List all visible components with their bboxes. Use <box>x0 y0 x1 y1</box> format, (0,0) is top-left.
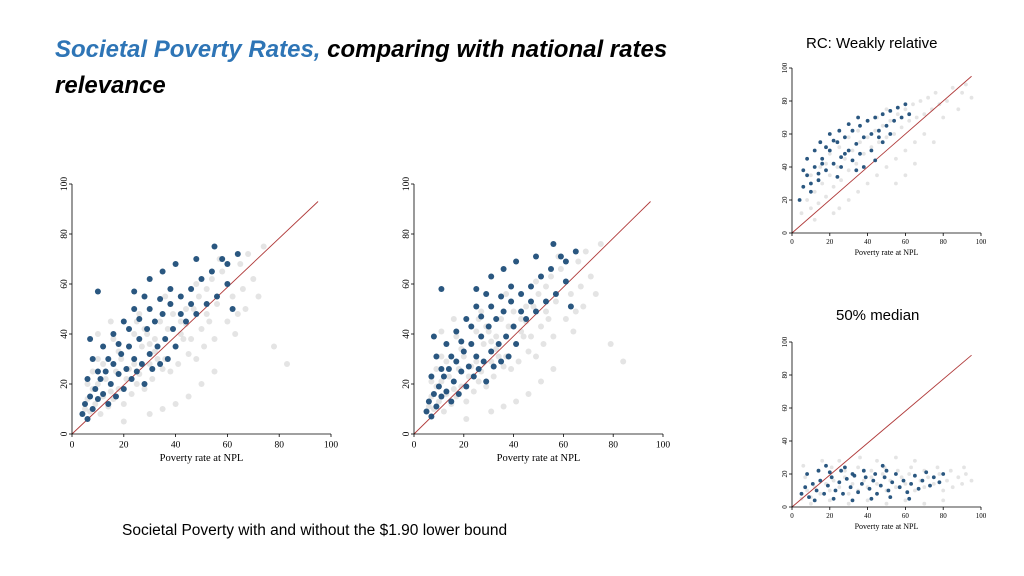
svg-text:60: 60 <box>559 441 569 451</box>
svg-text:100: 100 <box>324 441 339 451</box>
svg-text:80: 80 <box>60 229 70 239</box>
svg-text:80: 80 <box>274 441 284 451</box>
svg-text:100: 100 <box>781 62 789 73</box>
svg-text:80: 80 <box>402 229 412 239</box>
svg-text:20: 20 <box>826 238 834 246</box>
svg-text:40: 40 <box>171 441 181 451</box>
svg-text:40: 40 <box>509 441 519 451</box>
svg-text:40: 40 <box>60 329 70 339</box>
svg-text:60: 60 <box>223 441 233 451</box>
svg-text:80: 80 <box>940 238 948 246</box>
svg-text:20: 20 <box>781 470 789 478</box>
scatter-societal-without-lower-bound: 0 20 40 60 80 100 0 20 40 60 80 100 Poverty rate at … <box>382 172 677 472</box>
svg-text:60: 60 <box>902 238 910 246</box>
svg-text:0: 0 <box>70 441 75 451</box>
svg-text:Poverty rate at NPL: Poverty rate at NPL <box>855 522 919 531</box>
svg-text:40: 40 <box>781 163 789 171</box>
svg-text:40: 40 <box>402 329 412 339</box>
svg-text:20: 20 <box>402 379 412 389</box>
svg-text:40: 40 <box>781 437 789 445</box>
svg-text:20: 20 <box>781 196 789 204</box>
svg-text:20: 20 <box>826 512 834 520</box>
svg-text:60: 60 <box>781 404 789 412</box>
svg-text:40: 40 <box>864 238 872 246</box>
svg-text:0: 0 <box>790 238 794 246</box>
svg-text:60: 60 <box>402 279 412 289</box>
chart-title-rc-weakly-relative: RC: Weakly relative <box>806 35 938 52</box>
svg-text:80: 80 <box>781 371 789 379</box>
chart-title-50-median: 50% median <box>836 307 920 324</box>
svg-text:0: 0 <box>781 505 789 509</box>
svg-text:20: 20 <box>459 441 469 451</box>
slide-title-accent: Societal Poverty Rates, <box>55 36 321 64</box>
slide-title-rest: comparing with national rates relevance <box>55 36 668 100</box>
svg-text:80: 80 <box>781 97 789 105</box>
svg-text:0: 0 <box>402 431 412 436</box>
slide-title: Societal Poverty Rates, comparing with n… <box>55 32 745 104</box>
svg-text:Poverty rate at NPL: Poverty rate at NPL <box>855 248 919 257</box>
scatter-rc-weakly-relative: 0 20 40 60 80 100 0 20 40 60 80 100 Poverty rate at … <box>766 58 991 263</box>
svg-text:Poverty rate at NPL: Poverty rate at NPL <box>497 453 581 464</box>
svg-text:60: 60 <box>902 512 910 520</box>
scatter-societal-with-lower-bound: 0 20 40 60 80 100 0 20 40 60 80 100 Poverty rate at … <box>40 172 345 472</box>
svg-text:100: 100 <box>656 441 671 451</box>
svg-text:0: 0 <box>781 231 789 235</box>
svg-text:0: 0 <box>790 512 794 520</box>
svg-text:100: 100 <box>781 336 789 347</box>
slide-caption: Societal Poverty with and without the $1… <box>122 522 508 539</box>
svg-text:60: 60 <box>781 130 789 138</box>
svg-text:100: 100 <box>976 512 987 520</box>
svg-text:20: 20 <box>119 441 129 451</box>
svg-text:100: 100 <box>60 177 70 192</box>
svg-text:80: 80 <box>940 512 948 520</box>
svg-text:20: 20 <box>60 379 70 389</box>
svg-text:60: 60 <box>60 279 70 289</box>
svg-text:0: 0 <box>412 441 417 451</box>
svg-text:80: 80 <box>608 441 618 451</box>
svg-text:100: 100 <box>976 238 987 246</box>
svg-text:Poverty rate at NPL: Poverty rate at NPL <box>160 453 244 464</box>
scatter-50-median: 0 20 40 60 80 100 0 20 40 60 80 100 Poverty rate at … <box>766 332 991 537</box>
svg-text:100: 100 <box>402 177 412 192</box>
svg-text:40: 40 <box>864 512 872 520</box>
svg-text:0: 0 <box>60 431 70 436</box>
